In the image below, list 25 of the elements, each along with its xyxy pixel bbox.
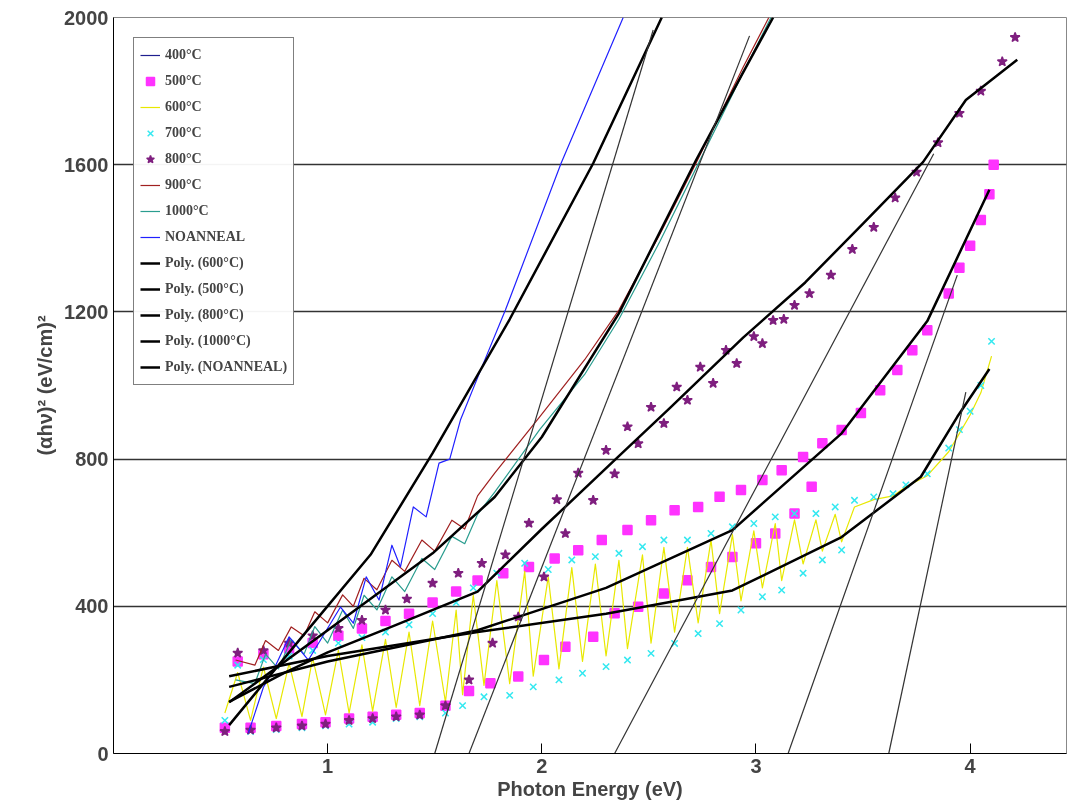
legend-label: 700°C xyxy=(165,124,202,142)
x-axis-title: Photon Energy (eV) xyxy=(497,777,683,800)
legend-label: Poly. (800°C) xyxy=(165,306,244,324)
x-tick-label: 2 xyxy=(536,754,548,777)
legend-label: Poly. (1000°C) xyxy=(165,332,251,350)
legend-label: 1000°C xyxy=(165,202,209,220)
x-tick-label: 3 xyxy=(750,754,762,777)
legend-label: 500°C xyxy=(165,72,202,90)
legend-label: Poly. (500°C) xyxy=(165,280,244,298)
legend-label: 600°C xyxy=(165,98,202,116)
legend-label: Poly. (NOANNEAL) xyxy=(165,358,288,376)
y-tick-label: 400 xyxy=(75,595,109,618)
y-tick-label: 0 xyxy=(97,742,109,765)
legend-label: Poly. (600°C) xyxy=(165,254,244,272)
legend-label: NOANNEAL xyxy=(165,228,246,246)
legend-label: 900°C xyxy=(165,176,202,194)
y-tick-label: 800 xyxy=(75,448,109,471)
x-tick-label: 4 xyxy=(964,754,977,777)
y-tick-label: 1200 xyxy=(64,300,109,323)
y-tick-label: 1600 xyxy=(64,153,109,176)
y-tick-label: 2000 xyxy=(64,6,109,29)
legend-label: 400°C xyxy=(165,46,202,64)
legend-label: 800°C xyxy=(165,150,202,168)
y-axis-title: (αhν)² (eV/cm)² xyxy=(34,315,57,456)
x-tick-label: 1 xyxy=(322,754,334,777)
